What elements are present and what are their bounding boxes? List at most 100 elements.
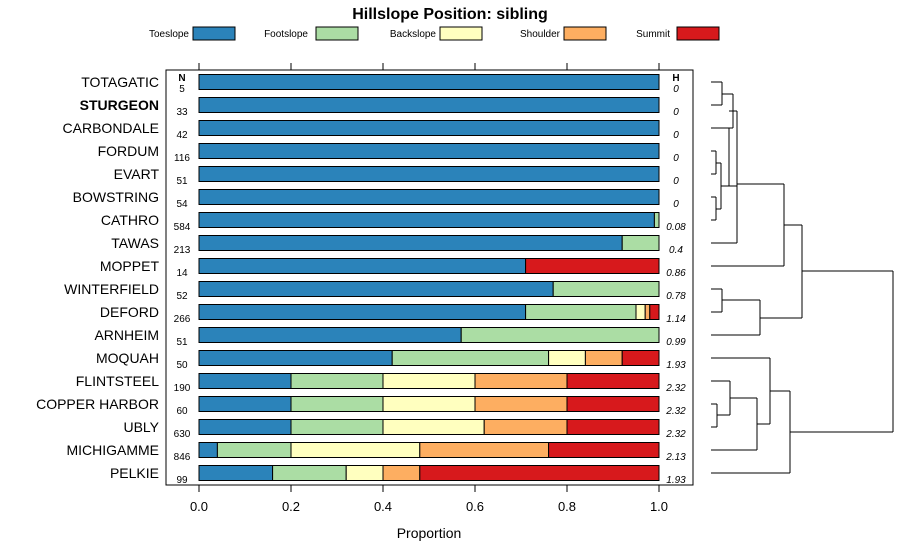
row-n: 54 bbox=[176, 199, 188, 210]
row-n: 846 bbox=[174, 452, 191, 463]
legend-label-backslope: Backslope bbox=[390, 29, 437, 40]
row-n: 60 bbox=[176, 406, 188, 417]
row-moppet: MOPPET 14 0.86 bbox=[100, 258, 686, 279]
bar-segment-footslope bbox=[216, 442, 292, 458]
x-tick-label: 0.2 bbox=[282, 499, 300, 514]
row-label: BOWSTRING bbox=[73, 189, 159, 205]
row-label: TAWAS bbox=[111, 235, 159, 251]
bar-segment-backslope bbox=[548, 350, 586, 366]
legend-label-summit: Summit bbox=[636, 29, 670, 40]
row-label: TOTAGATIC bbox=[81, 74, 159, 90]
bar-segment-shoulder bbox=[584, 350, 623, 366]
row-ubly: UBLY 630 2.32 bbox=[123, 419, 686, 440]
bar-segment-toeslope bbox=[198, 419, 292, 435]
bar-segment-toeslope bbox=[198, 212, 655, 228]
row-h: 2.32 bbox=[665, 406, 686, 417]
row-n: 213 bbox=[174, 245, 191, 256]
row-n: 52 bbox=[176, 291, 188, 302]
row-label: STURGEON bbox=[80, 97, 159, 113]
bar-segment-summit bbox=[621, 350, 660, 366]
bar-segment-footslope bbox=[272, 465, 347, 481]
bar-segment-footslope bbox=[653, 212, 660, 228]
row-evart: EVART 51 0 bbox=[114, 166, 679, 187]
bar-segment-summit bbox=[649, 304, 660, 320]
row-label: MICHIGAMME bbox=[66, 442, 159, 458]
row-label: UBLY bbox=[123, 419, 159, 435]
row-label: CATHRO bbox=[101, 212, 159, 228]
bar-segment-summit bbox=[566, 396, 660, 412]
row-tawas: TAWAS 213 0.4 bbox=[111, 235, 683, 256]
bar-segment-toeslope bbox=[198, 465, 274, 481]
bar-segment-toeslope bbox=[198, 166, 660, 182]
legend-swatch-shoulder bbox=[563, 26, 607, 41]
bar-segment-shoulder bbox=[382, 465, 421, 481]
bar-segment-shoulder bbox=[483, 419, 568, 435]
row-n: 99 bbox=[176, 475, 188, 486]
row-h: 0.86 bbox=[666, 268, 686, 279]
row-n: 51 bbox=[176, 176, 188, 187]
x-tick-label: 0.4 bbox=[374, 499, 392, 514]
bar-segment-toeslope bbox=[198, 304, 527, 320]
bar-segment-toeslope bbox=[198, 120, 660, 136]
row-h: 0 bbox=[673, 199, 679, 210]
row-cathro: CATHRO 584 0.08 bbox=[101, 212, 686, 233]
row-deford: DEFORD 266 1.14 bbox=[100, 304, 686, 325]
bar-segment-toeslope bbox=[198, 235, 623, 251]
bar-segment-toeslope bbox=[198, 143, 660, 159]
bar-segment-shoulder bbox=[474, 396, 568, 412]
h-column-header: H bbox=[672, 73, 679, 84]
legend-label-footslope: Footslope bbox=[264, 29, 308, 40]
dendrogram bbox=[711, 81, 894, 474]
row-h: 0 bbox=[673, 130, 679, 141]
row-sturgeon: STURGEON 33 0 bbox=[80, 97, 679, 118]
bar-segment-toeslope bbox=[198, 258, 527, 274]
legend-label-shoulder: Shoulder bbox=[520, 29, 561, 40]
bar-segment-footslope bbox=[290, 419, 384, 435]
bar-segment-summit bbox=[548, 442, 660, 458]
x-tick-label: 1.0 bbox=[650, 499, 668, 514]
row-n: 5 bbox=[179, 84, 185, 95]
row-h: 0 bbox=[673, 107, 679, 118]
row-michigamme: MICHIGAMME 846 2.13 bbox=[66, 442, 686, 463]
row-h: 2.32 bbox=[665, 383, 686, 394]
bar-segment-toeslope bbox=[198, 350, 393, 366]
row-h: 1.93 bbox=[666, 475, 686, 486]
row-bowstring: BOWSTRING 54 0 bbox=[73, 189, 679, 210]
legend-swatch-toeslope bbox=[192, 26, 236, 41]
legend-swatch-backslope bbox=[439, 26, 483, 41]
bar-segment-backslope bbox=[290, 442, 421, 458]
row-n: 51 bbox=[176, 337, 188, 348]
legend: Toeslope Footslope Backslope Shoulder Summit bbox=[149, 26, 720, 41]
bar-segment-footslope bbox=[290, 396, 384, 412]
row-h: 0 bbox=[673, 153, 679, 164]
bar-segment-summit bbox=[525, 258, 660, 274]
x-axis-title: Proportion bbox=[397, 525, 462, 541]
row-h: 0 bbox=[673, 84, 679, 95]
row-h: 0.99 bbox=[666, 337, 686, 348]
row-h: 0 bbox=[673, 176, 679, 187]
bar-segment-backslope bbox=[635, 304, 646, 320]
bar-segment-toeslope bbox=[198, 97, 660, 113]
row-n: 14 bbox=[176, 268, 188, 279]
row-label: FLINTSTEEL bbox=[76, 373, 159, 389]
row-h: 1.93 bbox=[666, 360, 686, 371]
x-tick-label: 0.0 bbox=[190, 499, 208, 514]
row-pelkie: PELKIE 99 1.93 bbox=[110, 465, 686, 486]
row-label: ARNHEIM bbox=[94, 327, 159, 343]
row-totagatic: TOTAGATIC 5 0 bbox=[81, 74, 679, 95]
plot-frame bbox=[165, 69, 694, 486]
row-n: 50 bbox=[176, 360, 188, 371]
row-moquah: MOQUAH 50 1.93 bbox=[96, 350, 686, 371]
row-copper-harbor: COPPER HARBOR 60 2.32 bbox=[36, 396, 686, 417]
chart-title: Hillslope Position: sibling bbox=[352, 6, 548, 23]
row-label: MOQUAH bbox=[96, 350, 159, 366]
row-winterfield: WINTERFIELD 52 0.78 bbox=[64, 281, 686, 302]
bar-segment-footslope bbox=[552, 281, 660, 297]
row-n: 42 bbox=[176, 130, 188, 141]
row-label: DEFORD bbox=[100, 304, 159, 320]
row-n: 266 bbox=[174, 314, 191, 325]
row-label: WINTERFIELD bbox=[64, 281, 159, 297]
bar-segment-footslope bbox=[460, 327, 660, 343]
